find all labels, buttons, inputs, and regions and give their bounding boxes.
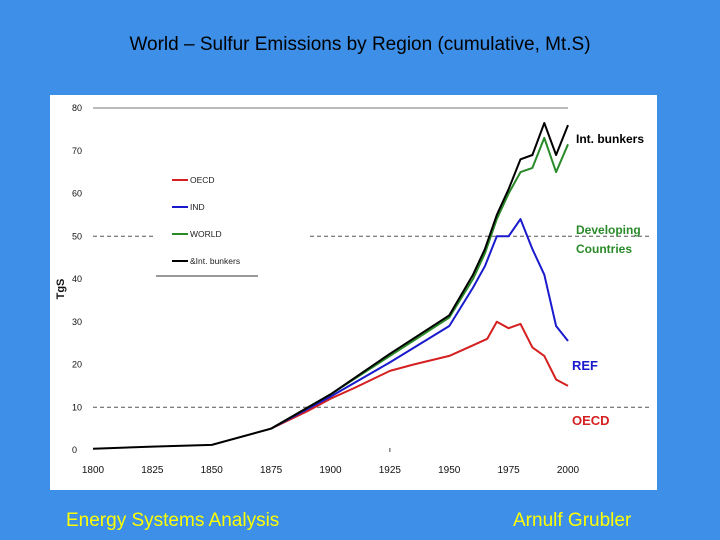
y-tick-label-70: 70 [72,146,82,156]
legend-label-2: WORLD [190,229,222,239]
series-line-ref [270,218,569,430]
x-tick-label-1925: 1925 [379,465,402,476]
x-tick-label-1825: 1825 [141,465,164,476]
legend-label-3: &Int. bunkers [190,256,240,266]
y-tick-label-50: 50 [72,231,82,241]
annotation-oecd-0: OECD [572,413,610,428]
legend-box [156,165,308,277]
y-tick-label-30: 30 [72,317,82,327]
legend-label-0: OECD [190,175,215,185]
x-tick-label-1875: 1875 [260,465,283,476]
x-tick-label-1950: 1950 [438,465,461,476]
series-line-oecd [270,320,569,430]
legend: OECD IND WORLD&Int. bunkers [156,165,308,277]
sulfur-emissions-chart: 0 10 20 30 40 50 60 70 80 1800 1825 1850 1875 1900 192… [55,103,650,476]
annotation-ref-0: REF [572,358,598,373]
axes: 0 10 20 30 40 50 60 70 80 1800 1825 1850 1875 1900 192… [55,103,580,476]
y-tick-label-80: 80 [72,103,82,113]
chart-panel: 0 10 20 30 40 50 60 70 80 1800 1825 1850 1875 1900 192… [50,95,657,490]
slide-title: World – Sulfur Emissions by Region (cumu… [129,34,591,55]
y-tick-label-0: 0 [72,445,77,455]
series-line-world [270,136,569,430]
x-tick-label-1800: 1800 [82,465,105,476]
legend-label-1: IND [190,202,205,212]
series-lines [92,122,569,450]
x-tick-label-1900: 1900 [319,465,342,476]
annotation-developing-0: Developing [576,223,641,237]
y-tick-label-40: 40 [72,274,82,284]
annotation-developing-1: Countries [576,242,632,256]
series-line-int-bunkers [92,122,569,450]
y-tick-label-20: 20 [72,360,82,370]
footer-right: Arnulf Grubler [513,510,632,531]
x-tick-label-2000: 2000 [557,465,580,476]
annotations: Int. bunkers Developing Countries REF OECD [572,132,644,428]
x-tick-label-1975: 1975 [498,465,521,476]
y-tick-label-10: 10 [72,402,82,412]
footer-left: Energy Systems Analysis [66,510,280,531]
y-axis-label: TgS [55,279,67,300]
annotation-int-bunkers-0: Int. bunkers [576,132,644,146]
y-tick-label-60: 60 [72,189,82,199]
x-tick-label-1850: 1850 [201,465,224,476]
